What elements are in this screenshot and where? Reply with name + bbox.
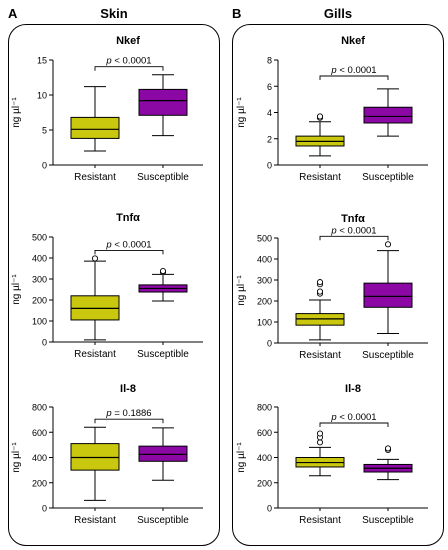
- chart2-box-resistant-outlier: [91, 255, 99, 262]
- chart6-title: Il-8: [345, 383, 361, 395]
- chart5-x-tick-label: Susceptible: [362, 350, 414, 361]
- chart3-y-tick-label: 200: [32, 478, 47, 488]
- chart3-y-tick-label: 0: [42, 504, 47, 514]
- chart1-p-value-label: p < 0.0001: [105, 56, 151, 67]
- chart3-box-resistant-iqr: [70, 443, 120, 471]
- chart6-x-tick-label: Resistant: [299, 515, 341, 526]
- chart5-box-susceptible-iqr: [363, 282, 413, 308]
- chart1-y-axis-label: ng µl⁻¹: [11, 97, 22, 128]
- chart4-box-susceptible-iqr: [363, 106, 413, 124]
- chart2-x-tick-label: Susceptible: [137, 349, 189, 360]
- chart1-y-tick-label: 10: [37, 91, 47, 101]
- panel-b-letter: B: [232, 6, 242, 21]
- chart1-x-tick-label: Resistant: [74, 172, 116, 183]
- chart5-y-tick-label: 400: [257, 255, 272, 265]
- chart2-y-tick-label: 0: [42, 338, 47, 348]
- chart4-p-value-label: p < 0.0001: [330, 65, 376, 76]
- panel-b-title: Gills: [323, 6, 353, 21]
- chart3-x-tick-label: Susceptible: [137, 515, 189, 526]
- chart1-y-tick-label: 0: [42, 161, 47, 171]
- chart1-box-susceptible-iqr: [138, 88, 188, 116]
- chart3-y-tick-label: 400: [32, 453, 47, 463]
- chart2-p-value-label: p < 0.0001: [105, 239, 151, 250]
- chart2-box-susceptible-outlier: [159, 267, 167, 275]
- chart5-significance-bracket: [319, 235, 389, 241]
- chart5-p-value-label: p < 0.0001: [330, 225, 376, 236]
- chart3-x-tick-label: Resistant: [74, 515, 116, 526]
- chart4-x-tick-label: Resistant: [299, 172, 341, 183]
- chart3-significance-bracket: [94, 418, 164, 424]
- chart6-y-tick-label: 0: [267, 504, 272, 514]
- chart5-box-resistant-outlier: [316, 288, 324, 295]
- chart2-x-tick-label: Resistant: [74, 349, 116, 360]
- chart3-p-value-label: p = 0.1886: [105, 408, 151, 419]
- chart5-title: Tnfα: [341, 213, 365, 225]
- chart5-y-tick-label: 0: [267, 339, 272, 349]
- chart6-y-tick-label: 400: [257, 453, 272, 463]
- chart3-box-susceptible-iqr: [138, 445, 188, 462]
- chart5-x-tick-label: Resistant: [299, 350, 341, 361]
- chart4-title: Nkef: [341, 35, 365, 47]
- chart4-y-axis-label: ng µl⁻¹: [236, 97, 247, 128]
- chart3-y-tick-label: 600: [32, 428, 47, 438]
- chart4-y-tick-label: 4: [267, 108, 272, 118]
- chart1-box-resistant-iqr: [70, 116, 120, 139]
- chart6-y-tick-label: 200: [257, 478, 272, 488]
- chart2-y-tick-label: 400: [32, 254, 47, 264]
- chart6-y-axis-label: ng µl⁻¹: [236, 442, 247, 473]
- panel-a-frame: [8, 24, 220, 546]
- chart6-x-tick-label: Susceptible: [362, 515, 414, 526]
- chart2-y-axis-label: ng µl⁻¹: [11, 274, 22, 305]
- chart3-title: Il-8: [120, 383, 136, 395]
- chart4-y-tick-label: 8: [267, 56, 272, 66]
- chart4-y-tick-label: 2: [267, 134, 272, 144]
- chart2-y-tick-label: 200: [32, 296, 47, 306]
- chart5-box-resistant-outlier: [316, 279, 324, 286]
- chart6-p-value-label: p < 0.0001: [330, 412, 376, 423]
- chart5-y-tick-label: 500: [257, 234, 272, 244]
- chart2-title: Tnfα: [116, 212, 140, 224]
- panel-a-letter: A: [8, 6, 18, 21]
- chart6-y-tick-label: 600: [257, 428, 272, 438]
- panel-a-title: Skin: [100, 6, 128, 21]
- chart1-y-tick-label: 15: [37, 56, 47, 66]
- chart2-y-tick-label: 100: [32, 317, 47, 327]
- panel-b-frame: [232, 24, 444, 546]
- chart4-x-tick-label: Susceptible: [362, 172, 414, 183]
- chart4-y-tick-label: 0: [267, 161, 272, 171]
- chart6-y-tick-label: 800: [257, 403, 272, 413]
- chart4-box-resistant-outlier: [316, 113, 324, 120]
- chart5-y-axis-label: ng µl⁻¹: [236, 275, 247, 306]
- chart6-significance-bracket: [319, 422, 389, 427]
- chart4-significance-bracket: [319, 75, 389, 80]
- chart1-significance-bracket: [94, 66, 164, 71]
- chart3-y-tick-label: 800: [32, 403, 47, 413]
- chart2-y-tick-label: 500: [32, 233, 47, 243]
- chart1-x-tick-label: Susceptible: [137, 172, 189, 183]
- chart5-box-susceptible-outlier: [384, 241, 392, 248]
- chart1-y-tick-label: 5: [42, 126, 47, 136]
- chart6-box-resistant-outlier: [316, 439, 324, 446]
- chart2-y-tick-label: 300: [32, 275, 47, 285]
- chart6-box-susceptible-outlier: [384, 445, 392, 452]
- chart5-y-tick-label: 300: [257, 276, 272, 286]
- chart6-box-resistant-outlier: [316, 430, 324, 437]
- chart5-y-tick-label: 200: [257, 297, 272, 307]
- chart2-significance-bracket: [94, 249, 164, 255]
- chart4-y-tick-label: 6: [267, 82, 272, 92]
- chart3-y-axis-label: ng µl⁻¹: [11, 442, 22, 473]
- chart5-y-tick-label: 100: [257, 318, 272, 328]
- chart1-title: Nkef: [116, 35, 140, 47]
